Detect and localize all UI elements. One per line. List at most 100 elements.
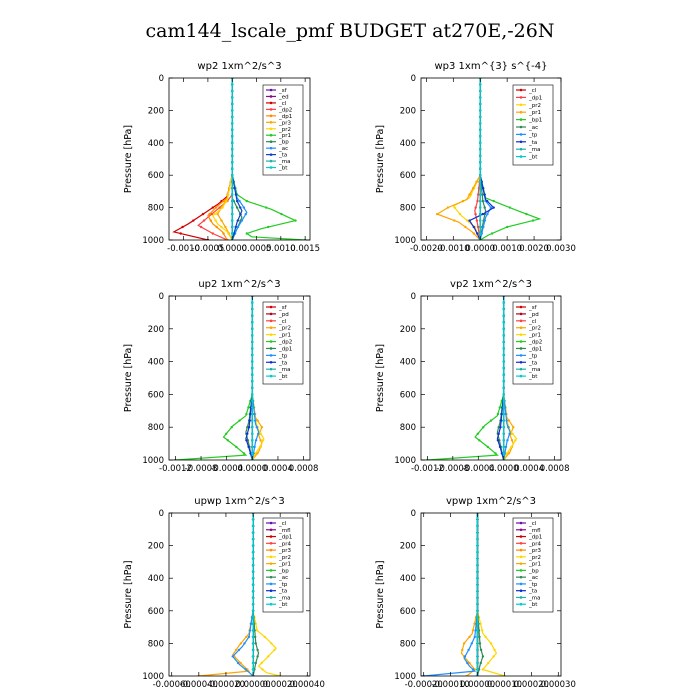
legend-label: _bp bbox=[278, 140, 289, 146]
data-point bbox=[479, 174, 482, 177]
legend-label: _bp bbox=[528, 568, 539, 574]
legend-marker bbox=[519, 602, 523, 606]
legend-marker bbox=[269, 88, 273, 92]
legend-marker bbox=[269, 367, 273, 371]
legend-label: _pr3 bbox=[278, 548, 292, 554]
legend-marker bbox=[269, 528, 273, 532]
data-point bbox=[507, 419, 511, 422]
data-point bbox=[251, 314, 254, 317]
legend-marker bbox=[269, 326, 273, 330]
data-point bbox=[231, 180, 234, 183]
data-point bbox=[479, 83, 482, 86]
data-point bbox=[476, 432, 479, 435]
legend-label: _pr2 bbox=[278, 326, 291, 332]
series-line-ac bbox=[476, 513, 484, 676]
data-point bbox=[251, 550, 255, 554]
data-point bbox=[514, 439, 517, 442]
data-point bbox=[251, 426, 254, 429]
series-group bbox=[197, 513, 282, 676]
data-point bbox=[486, 199, 489, 203]
data-point bbox=[505, 452, 509, 455]
legend-marker bbox=[269, 575, 273, 579]
data-point bbox=[251, 327, 254, 330]
data-point bbox=[476, 524, 479, 528]
data-point bbox=[502, 373, 505, 376]
data-point bbox=[502, 439, 505, 442]
data-point bbox=[502, 327, 505, 330]
y-tick-label: 600 bbox=[400, 607, 416, 617]
data-point bbox=[254, 661, 257, 665]
legend: _sf_ed_cl_dp2_dp1_pr3_pr2_pr1_bp_ac_ta_m… bbox=[262, 84, 304, 176]
x-tick-label: 0.0008 bbox=[289, 464, 319, 474]
data-point bbox=[479, 135, 482, 138]
data-point bbox=[231, 109, 234, 112]
data-point bbox=[474, 206, 477, 209]
figure-title: cam144_lscale_pmf BUDGET at270E,-26N bbox=[145, 20, 555, 42]
legend: _cl_dp1 _pr2_pr1 _bp1_ac_tp _ta_ma _bt bbox=[512, 84, 554, 166]
data-point bbox=[476, 557, 479, 560]
y-tick-label: 400 bbox=[148, 574, 164, 584]
panel-title: wp3 1xm^{3} s^{-4} bbox=[434, 61, 547, 72]
data-point bbox=[478, 439, 481, 442]
legend-label: _bt bbox=[528, 374, 538, 380]
legend-label: _bt bbox=[528, 155, 538, 161]
data-point bbox=[213, 212, 216, 216]
x-tick-label: -0.0020 bbox=[410, 244, 443, 254]
data-point bbox=[492, 206, 495, 209]
legend-label: _ta bbox=[278, 589, 287, 595]
legend-marker bbox=[519, 589, 523, 592]
data-point bbox=[474, 629, 477, 632]
data-point bbox=[498, 406, 501, 409]
data-point bbox=[510, 439, 514, 442]
legend-label: _cl bbox=[278, 319, 287, 325]
plot-frame bbox=[420, 512, 562, 677]
legend-label: _pr1 bbox=[278, 333, 291, 339]
legend-label: _cl bbox=[528, 88, 537, 94]
series-group bbox=[422, 513, 506, 676]
data-point bbox=[498, 445, 502, 449]
data-point bbox=[234, 193, 238, 196]
legend-marker bbox=[519, 96, 523, 99]
series-group bbox=[172, 78, 307, 240]
data-point bbox=[231, 83, 234, 86]
data-point bbox=[251, 307, 254, 311]
data-point bbox=[240, 219, 244, 222]
legend-label: _bt bbox=[278, 374, 288, 380]
data-point bbox=[479, 128, 482, 131]
legend-label: _sf bbox=[528, 305, 538, 311]
data-point bbox=[215, 225, 218, 229]
legend-marker bbox=[269, 153, 273, 156]
panel-title: vpwp 1xm^2/s^3 bbox=[446, 496, 536, 507]
legend-label: _cl bbox=[528, 521, 537, 527]
legend-marker bbox=[519, 118, 523, 121]
data-point bbox=[231, 154, 234, 157]
data-point bbox=[446, 206, 450, 209]
data-point bbox=[479, 161, 482, 164]
x-tick-label: 0.0000 bbox=[489, 464, 519, 474]
data-point bbox=[225, 199, 228, 203]
data-point bbox=[231, 89, 234, 93]
data-point bbox=[479, 96, 482, 99]
legend: _sf_pd_cl_pr2_pr1_dp2_dp1_tp_ta_ma_bt bbox=[512, 301, 554, 385]
data-point bbox=[251, 380, 254, 383]
data-point bbox=[232, 232, 236, 235]
legend-label: _cl bbox=[528, 319, 537, 325]
data-point bbox=[483, 206, 486, 209]
y-tick-label: 400 bbox=[148, 139, 164, 149]
y-tick-label: 0 bbox=[411, 292, 416, 302]
y-axis-label: Pressure [hPa] bbox=[123, 560, 134, 628]
x-tick-label: 0.0030 bbox=[546, 244, 576, 254]
data-point bbox=[239, 206, 242, 209]
data-point bbox=[245, 439, 248, 442]
legend-marker bbox=[519, 596, 523, 599]
data-point bbox=[260, 661, 263, 665]
legend-label: _pr2 bbox=[278, 555, 291, 561]
data-point bbox=[502, 347, 505, 350]
y-tick-label: 200 bbox=[148, 325, 164, 335]
chart-panel-3: up2 1xm^2/s^3 Pressure [hPa] 0 200 400 600 800… bbox=[123, 279, 318, 474]
data-point bbox=[489, 642, 493, 645]
x-tick-label: 0.0010 bbox=[266, 244, 296, 254]
data-point bbox=[499, 426, 502, 429]
data-point bbox=[476, 199, 479, 203]
